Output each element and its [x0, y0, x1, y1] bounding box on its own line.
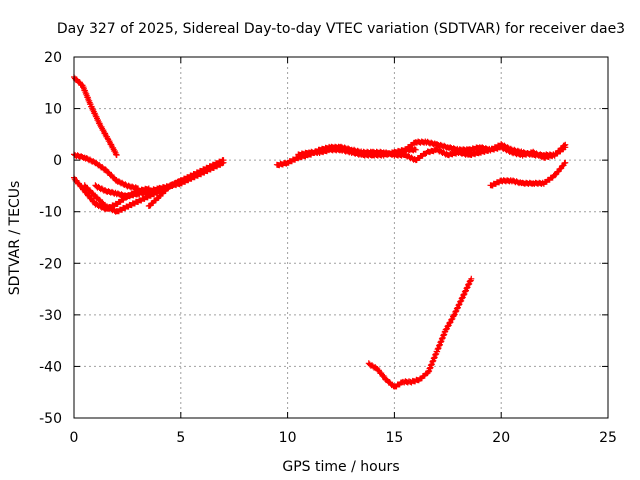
chart-title: Day 327 of 2025, Sidereal Day-to-day VTE…	[57, 21, 625, 37]
data-point-markers	[402, 141, 569, 164]
series-track-1	[71, 74, 120, 158]
series-track-9	[295, 146, 419, 159]
data-markers	[71, 74, 569, 390]
grid	[74, 57, 608, 418]
series-track-4	[81, 182, 163, 215]
x-tick-label: 10	[279, 430, 297, 446]
y-tick-label: -50	[39, 411, 62, 427]
x-tick-label: 25	[599, 430, 617, 446]
x-tick-label: 15	[385, 430, 403, 446]
plot-frame	[73, 56, 609, 419]
x-tick-label: 5	[176, 430, 185, 446]
y-tick-label: -40	[39, 359, 62, 375]
series-track-13	[365, 275, 475, 390]
axis-ticks	[73, 56, 609, 419]
y-tick-label: -20	[39, 256, 62, 272]
y-tick-label: 10	[44, 102, 62, 118]
data-point-markers	[71, 74, 120, 158]
series-track-7	[135, 159, 227, 197]
data-point-markers	[295, 146, 419, 159]
data-point-markers	[135, 159, 227, 197]
y-tick-label: 20	[44, 50, 62, 66]
y-tick-label: -30	[39, 308, 62, 324]
y-axis-label: SDTVAR / TECUs	[7, 181, 23, 296]
y-tick-label: 0	[53, 153, 62, 169]
x-axis-label: GPS time / hours	[282, 459, 399, 475]
data-point-markers	[365, 275, 475, 390]
data-point-markers	[81, 182, 163, 215]
y-tick-label: -10	[39, 205, 62, 221]
x-tick-label: 20	[492, 430, 510, 446]
series-track-12	[487, 159, 569, 189]
x-tick-label: 0	[70, 430, 79, 446]
series-track-11	[402, 141, 569, 164]
data-point-markers	[487, 159, 569, 189]
tick-labels: 0 5 10 15 20 25 -50 -40 -30 -20 -10 0 10 20	[39, 50, 617, 446]
